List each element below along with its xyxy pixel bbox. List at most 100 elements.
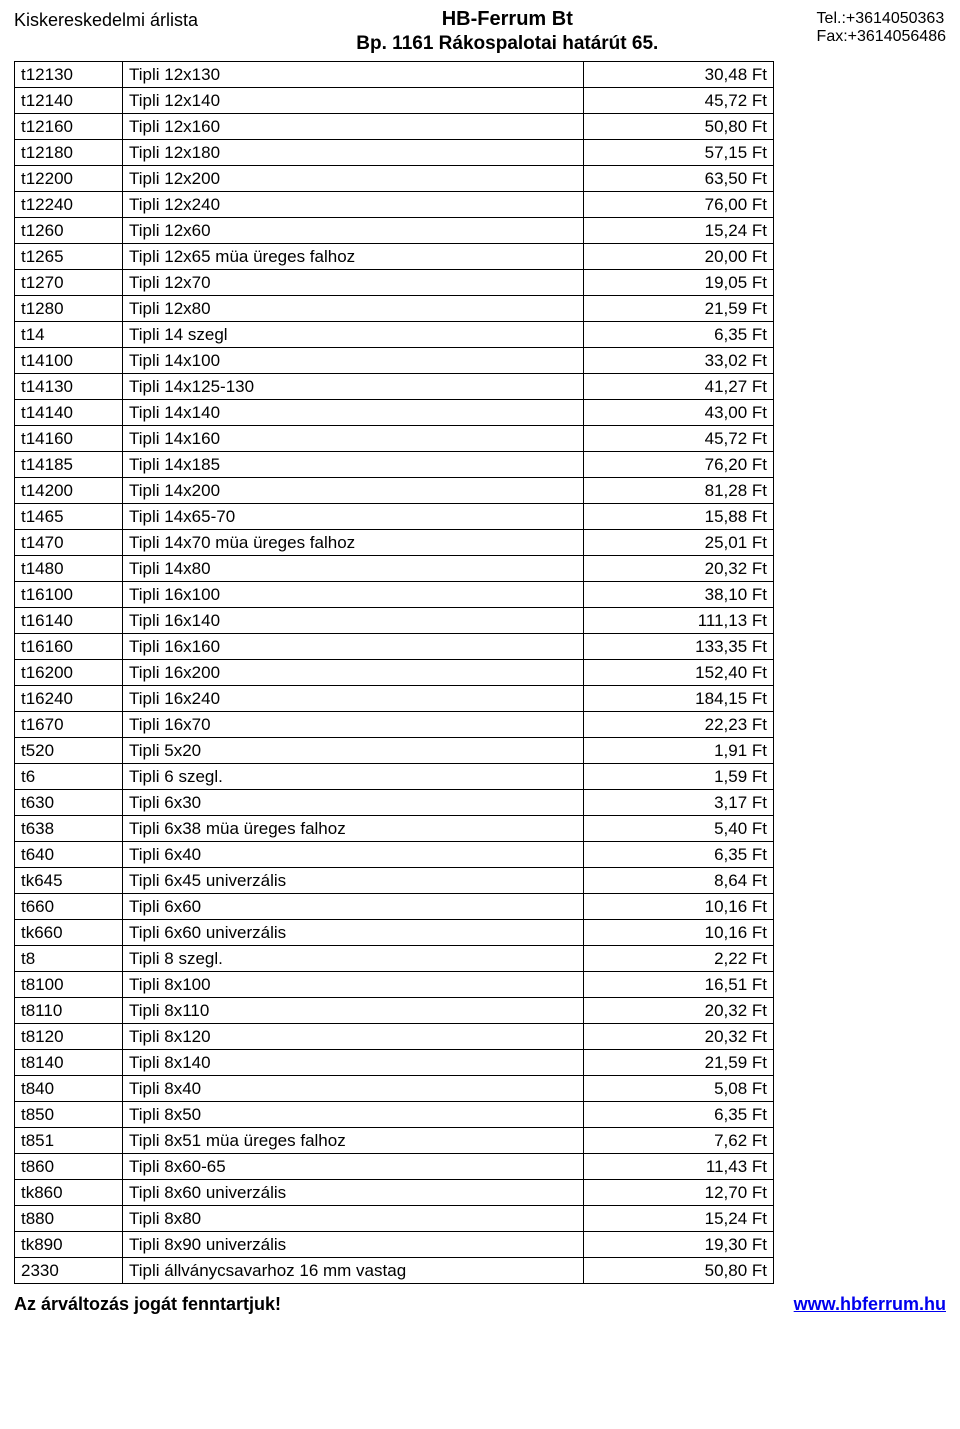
cell-desc: Tipli 14x80 bbox=[123, 556, 584, 582]
cell-price: 20,00 Ft bbox=[584, 244, 774, 270]
page-footer: Az árváltozás jogát fenntartjuk! www.hbf… bbox=[14, 1294, 946, 1315]
cell-desc: Tipli 12x130 bbox=[123, 62, 584, 88]
cell-desc: Tipli 12x80 bbox=[123, 296, 584, 322]
table-row: t16200Tipli 16x200152,40 Ft bbox=[15, 660, 774, 686]
cell-desc: Tipli 14x200 bbox=[123, 478, 584, 504]
cell-desc: Tipli 14x140 bbox=[123, 400, 584, 426]
table-row: t6Tipli 6 szegl.1,59 Ft bbox=[15, 764, 774, 790]
table-row: t16240Tipli 16x240184,15 Ft bbox=[15, 686, 774, 712]
cell-code: t630 bbox=[15, 790, 123, 816]
cell-desc: Tipli 16x140 bbox=[123, 608, 584, 634]
table-row: t851Tipli 8x51 müa üreges falhoz7,62 Ft bbox=[15, 1128, 774, 1154]
cell-code: t1280 bbox=[15, 296, 123, 322]
fax-line: Fax:+3614056486 bbox=[817, 28, 946, 46]
cell-code: t8 bbox=[15, 946, 123, 972]
cell-price: 6,35 Ft bbox=[584, 842, 774, 868]
cell-desc: Tipli 16x100 bbox=[123, 582, 584, 608]
cell-price: 38,10 Ft bbox=[584, 582, 774, 608]
cell-desc: Tipli 6 szegl. bbox=[123, 764, 584, 790]
cell-price: 5,08 Ft bbox=[584, 1076, 774, 1102]
cell-price: 6,35 Ft bbox=[584, 1102, 774, 1128]
table-row: t850Tipli 8x506,35 Ft bbox=[15, 1102, 774, 1128]
table-row: t1465Tipli 14x65-7015,88 Ft bbox=[15, 504, 774, 530]
cell-code: t1465 bbox=[15, 504, 123, 530]
cell-desc: Tipli 16x240 bbox=[123, 686, 584, 712]
cell-desc: Tipli 12x65 müa üreges falhoz bbox=[123, 244, 584, 270]
cell-code: t851 bbox=[15, 1128, 123, 1154]
table-row: tk645Tipli 6x45 univerzális8,64 Ft bbox=[15, 868, 774, 894]
cell-desc: Tipli 16x70 bbox=[123, 712, 584, 738]
table-row: t16100Tipli 16x10038,10 Ft bbox=[15, 582, 774, 608]
table-row: t16140Tipli 16x140111,13 Ft bbox=[15, 608, 774, 634]
table-row: t12160Tipli 12x16050,80 Ft bbox=[15, 114, 774, 140]
table-row: t1470Tipli 14x70 müa üreges falhoz25,01 … bbox=[15, 530, 774, 556]
cell-code: t1260 bbox=[15, 218, 123, 244]
cell-price: 10,16 Ft bbox=[584, 894, 774, 920]
cell-code: t16140 bbox=[15, 608, 123, 634]
cell-price: 21,59 Ft bbox=[584, 1050, 774, 1076]
header-contact: Tel.:+3614050363 Fax:+3614056486 bbox=[817, 8, 946, 46]
table-row: t14100Tipli 14x10033,02 Ft bbox=[15, 348, 774, 374]
cell-desc: Tipli 6x60 univerzális bbox=[123, 920, 584, 946]
cell-code: t8100 bbox=[15, 972, 123, 998]
cell-desc: Tipli 14x185 bbox=[123, 452, 584, 478]
footer-link[interactable]: www.hbferrum.hu bbox=[794, 1294, 946, 1315]
cell-price: 19,30 Ft bbox=[584, 1232, 774, 1258]
cell-desc: Tipli 8x120 bbox=[123, 1024, 584, 1050]
cell-code: t14100 bbox=[15, 348, 123, 374]
table-row: t8110Tipli 8x11020,32 Ft bbox=[15, 998, 774, 1024]
cell-code: tk890 bbox=[15, 1232, 123, 1258]
cell-desc: Tipli 12x60 bbox=[123, 218, 584, 244]
cell-price: 20,32 Ft bbox=[584, 998, 774, 1024]
cell-code: t860 bbox=[15, 1154, 123, 1180]
cell-desc: Tipli 6x60 bbox=[123, 894, 584, 920]
cell-code: t16200 bbox=[15, 660, 123, 686]
table-row: tk890Tipli 8x90 univerzális19,30 Ft bbox=[15, 1232, 774, 1258]
cell-price: 8,64 Ft bbox=[584, 868, 774, 894]
cell-price: 41,27 Ft bbox=[584, 374, 774, 400]
cell-price: 20,32 Ft bbox=[584, 556, 774, 582]
cell-code: t12130 bbox=[15, 62, 123, 88]
cell-price: 81,28 Ft bbox=[584, 478, 774, 504]
cell-code: t12240 bbox=[15, 192, 123, 218]
table-row: t14200Tipli 14x20081,28 Ft bbox=[15, 478, 774, 504]
cell-desc: Tipli 8 szegl. bbox=[123, 946, 584, 972]
cell-price: 16,51 Ft bbox=[584, 972, 774, 998]
table-row: t1480Tipli 14x8020,32 Ft bbox=[15, 556, 774, 582]
cell-price: 5,40 Ft bbox=[584, 816, 774, 842]
cell-desc: Tipli 8x140 bbox=[123, 1050, 584, 1076]
table-row: tk660Tipli 6x60 univerzális10,16 Ft bbox=[15, 920, 774, 946]
cell-desc: Tipli 5x20 bbox=[123, 738, 584, 764]
cell-code: t638 bbox=[15, 816, 123, 842]
cell-price: 3,17 Ft bbox=[584, 790, 774, 816]
price-table: t12130Tipli 12x13030,48 Ftt12140Tipli 12… bbox=[14, 61, 774, 1284]
cell-code: t14160 bbox=[15, 426, 123, 452]
cell-code: tk645 bbox=[15, 868, 123, 894]
table-row: t14185Tipli 14x18576,20 Ft bbox=[15, 452, 774, 478]
cell-desc: Tipli 6x45 univerzális bbox=[123, 868, 584, 894]
cell-desc: Tipli 6x38 müa üreges falhoz bbox=[123, 816, 584, 842]
company-address: Bp. 1161 Rákospalotai határút 65. bbox=[356, 33, 658, 55]
page-header: Kiskereskedelmi árlista HB-Ferrum Bt Bp.… bbox=[14, 8, 946, 55]
cell-price: 1,59 Ft bbox=[584, 764, 774, 790]
cell-code: t12160 bbox=[15, 114, 123, 140]
cell-price: 19,05 Ft bbox=[584, 270, 774, 296]
cell-price: 184,15 Ft bbox=[584, 686, 774, 712]
cell-price: 50,80 Ft bbox=[584, 114, 774, 140]
cell-code: t16160 bbox=[15, 634, 123, 660]
cell-price: 6,35 Ft bbox=[584, 322, 774, 348]
cell-code: 2330 bbox=[15, 1258, 123, 1284]
table-row: t1260Tipli 12x6015,24 Ft bbox=[15, 218, 774, 244]
header-title: Kiskereskedelmi árlista bbox=[14, 8, 198, 31]
table-row: t860Tipli 8x60-6511,43 Ft bbox=[15, 1154, 774, 1180]
cell-desc: Tipli 8x80 bbox=[123, 1206, 584, 1232]
table-row: t8100Tipli 8x10016,51 Ft bbox=[15, 972, 774, 998]
cell-price: 50,80 Ft bbox=[584, 1258, 774, 1284]
table-row: t12180Tipli 12x18057,15 Ft bbox=[15, 140, 774, 166]
cell-desc: Tipli 8x110 bbox=[123, 998, 584, 1024]
cell-code: t16100 bbox=[15, 582, 123, 608]
cell-price: 152,40 Ft bbox=[584, 660, 774, 686]
cell-price: 25,01 Ft bbox=[584, 530, 774, 556]
cell-price: 45,72 Ft bbox=[584, 88, 774, 114]
cell-code: t6 bbox=[15, 764, 123, 790]
